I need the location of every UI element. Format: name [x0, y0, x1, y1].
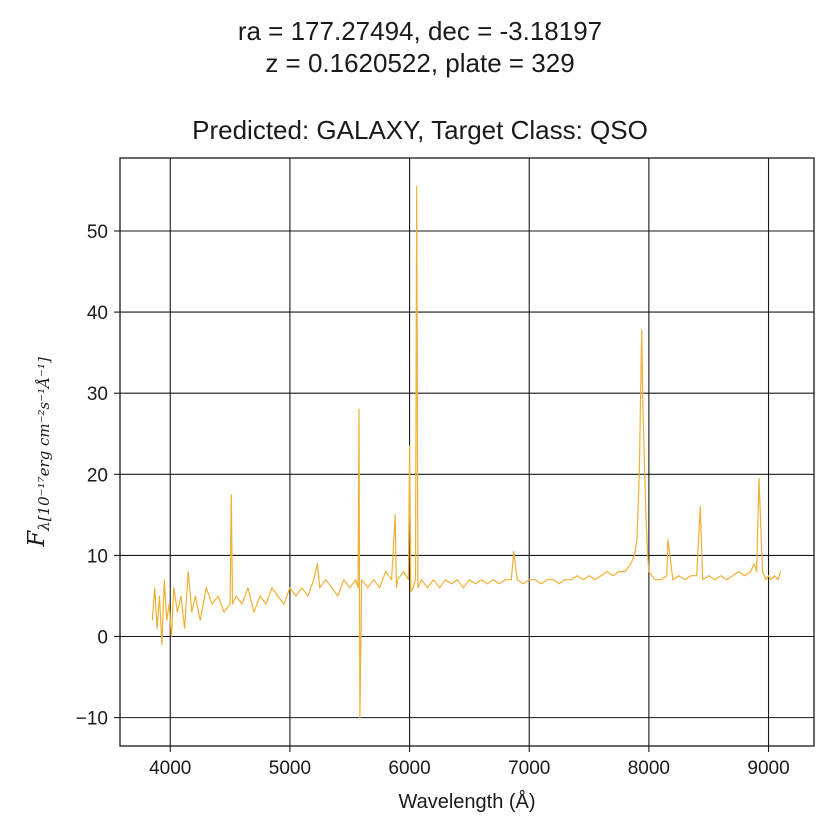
- chart-title-line-1: ra = 177.27494, dec = -3.18197: [237, 16, 603, 46]
- x-tick-label: 9000: [747, 758, 789, 779]
- x-tick-label: 6000: [388, 758, 430, 779]
- y-axis-label-main: F: [24, 530, 50, 548]
- y-axis-label-sub: λ[10⁻¹⁷erg cm⁻²s⁻¹Å⁻¹]: [35, 357, 53, 532]
- y-tick-label: 40: [87, 303, 108, 324]
- y-tick-label: 0: [97, 628, 108, 649]
- y-tick-label: 50: [87, 222, 108, 243]
- x-tick-label: 8000: [628, 758, 670, 779]
- x-axis-label: Wavelength (Å): [398, 790, 535, 813]
- x-tick-label: 4000: [149, 758, 191, 779]
- x-tick-label: 7000: [508, 758, 550, 779]
- tick-labels: 4000 5000 6000 7000 8000 9000 −10 0 10 20 30 40 50: [76, 222, 790, 779]
- spectrum-line: [151, 185, 782, 719]
- y-tick-label: 10: [87, 546, 108, 567]
- y-axis-label: Fλ[10⁻¹⁷erg cm⁻²s⁻¹Å⁻¹]: [24, 357, 53, 548]
- data-layer: [151, 185, 782, 719]
- chart-title-line-2: z = 0.1620522, plate = 329: [265, 48, 575, 78]
- y-tick-label: 30: [87, 384, 108, 405]
- y-tick-label: −10: [76, 709, 108, 730]
- x-tick-label: 5000: [269, 758, 311, 779]
- chart-subtitle: Predicted: GALAXY, Target Class: QSO: [192, 115, 648, 145]
- plot-frame: [119, 157, 815, 747]
- grid: [120, 158, 814, 746]
- y-tick-label: 20: [87, 465, 108, 486]
